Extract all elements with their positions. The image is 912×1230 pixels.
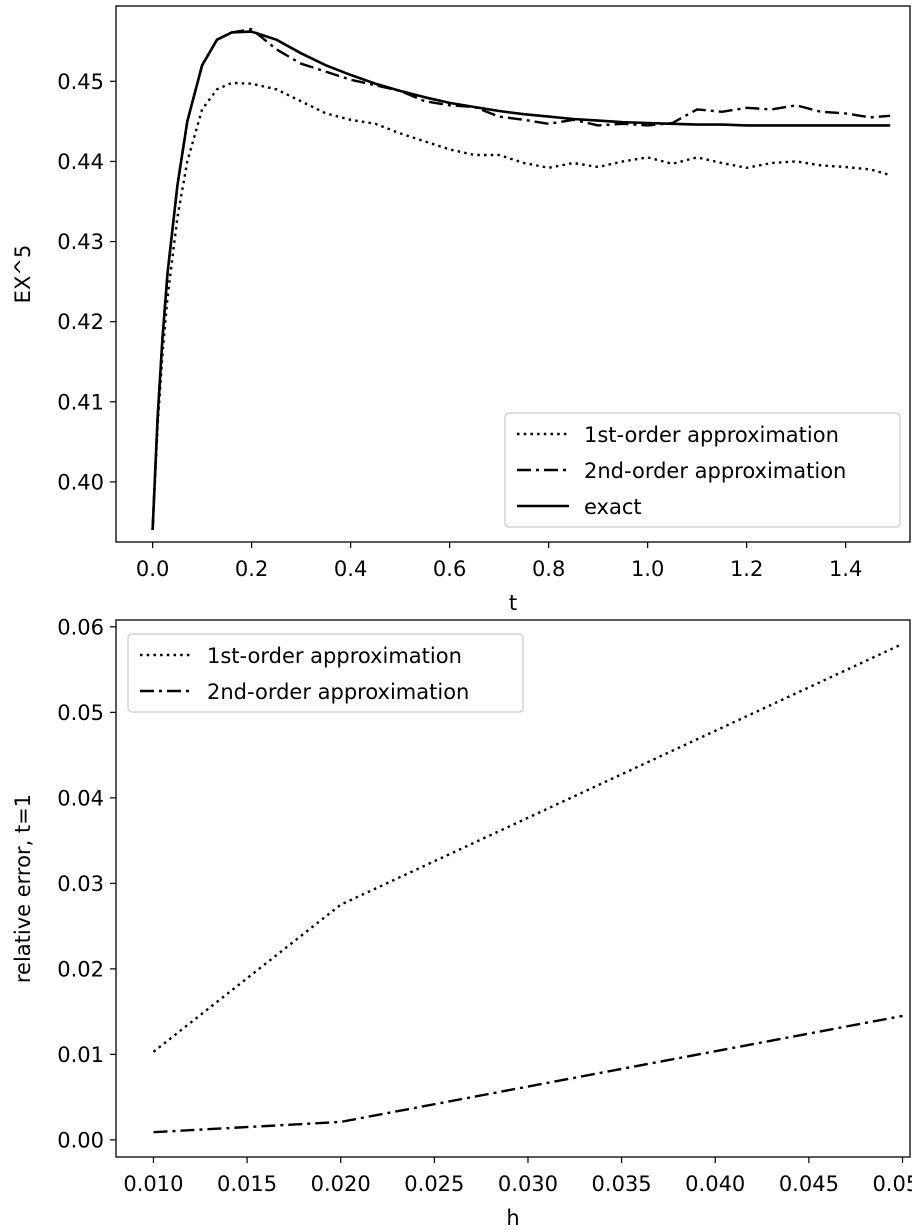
series-line-dotted: [151, 81, 891, 531]
x-tick-label: 1.2: [730, 557, 763, 581]
legend: 1st-order approximation 2nd-order approxi…: [127, 633, 524, 713]
y-axis-label: relative error, t=1: [11, 794, 35, 983]
x-axis-label: h: [506, 1206, 519, 1230]
y-tick-label: 0.05: [57, 701, 104, 725]
x-tick-label: 0.0: [136, 557, 169, 581]
top-chart-panel: 0.0 0.2 0.4 0.6 0.8 1.0 1.2 1.4 0.40 0.41 0.42 0.43…: [11, 5, 911, 615]
plot-frame: [115, 619, 911, 1158]
y-tick-label: 0.06: [57, 615, 104, 639]
legend-box: [504, 412, 901, 528]
y-tick-label: 0.02: [57, 957, 104, 981]
series-line-dotted: [152, 642, 904, 1053]
y-axis-label: EX^5: [11, 245, 35, 304]
y-tick-label: 0.04: [57, 786, 104, 810]
y-tick-label: 0.01: [57, 1043, 104, 1067]
y-tick-label: 0.03: [57, 872, 104, 896]
y-tick-label: 0.43: [57, 230, 104, 254]
x-tick-label: 0.040: [685, 1172, 745, 1196]
x-axis-label: t: [509, 591, 517, 615]
y-tick-label: 0.45: [57, 70, 104, 94]
x-tick-label: 0.2: [235, 557, 268, 581]
x-tick-label: 0.010: [123, 1172, 183, 1196]
legend: 1st-order approximation 2nd-order approxi…: [504, 412, 901, 528]
x-tick-label: 0.025: [404, 1172, 464, 1196]
y-tick-label: 0.00: [57, 1128, 104, 1152]
series-line-dashdot: [153, 1014, 903, 1134]
x-tick-label: 0.6: [433, 557, 466, 581]
y-tick-label: 0.41: [57, 390, 104, 414]
series-line-solid: [151, 30, 891, 531]
y-tick-label: 0.40: [57, 470, 104, 494]
x-tick-label: 0.030: [498, 1172, 558, 1196]
bottom-chart-panel: 0.010 0.015 0.020 0.025 0.030 0.035 0.040 0.045…: [11, 615, 912, 1230]
legend-label: 2nd-order approximation: [207, 680, 469, 704]
x-tick-label: 0.035: [592, 1172, 652, 1196]
legend-label: 2nd-order approximation: [584, 459, 846, 483]
x-tick-label: 0.045: [779, 1172, 839, 1196]
y-tick-label: 0.42: [57, 310, 104, 334]
x-tick-label: 1.4: [829, 557, 862, 581]
x-tick-label: 0.020: [311, 1172, 371, 1196]
legend-box: [127, 633, 524, 713]
x-tick-label: 0.4: [334, 557, 367, 581]
x-tick-label: 0.050: [872, 1172, 912, 1196]
y-tick-label: 0.44: [57, 150, 104, 174]
x-tick-label: 1.0: [631, 557, 664, 581]
legend-label: 1st-order approximation: [207, 644, 462, 668]
legend-label: 1st-order approximation: [584, 423, 839, 447]
x-tick-label: 0.015: [217, 1172, 277, 1196]
plot-frame: [115, 5, 911, 543]
legend-label: exact: [584, 495, 642, 519]
x-tick-label: 0.8: [532, 557, 565, 581]
